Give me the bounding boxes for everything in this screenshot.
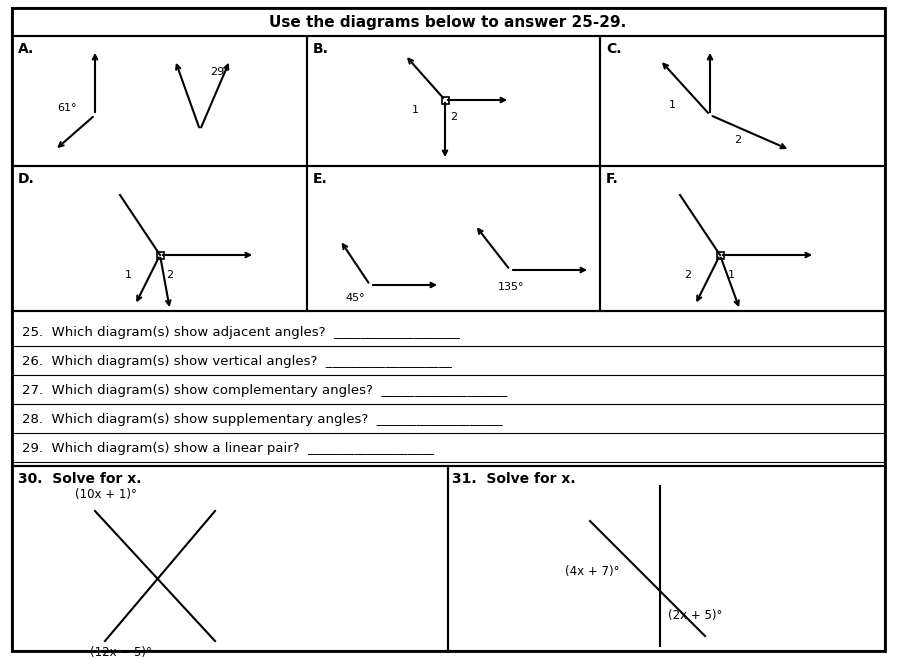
Text: 135°: 135° [498, 282, 525, 292]
Text: 29.  Which diagram(s) show a linear pair?  ___________________: 29. Which diagram(s) show a linear pair?… [22, 442, 434, 455]
Bar [12, 311, 885, 466]
Bar [12, 166, 307, 311]
Text: 30.  Solve for x.: 30. Solve for x. [18, 472, 142, 486]
Bar [600, 36, 885, 166]
Bar [12, 36, 307, 166]
Bar [441, 96, 448, 103]
Bar [448, 466, 885, 651]
Bar [717, 252, 724, 258]
Bar [600, 166, 885, 311]
Text: A.: A. [18, 42, 34, 56]
Text: Use the diagrams below to answer 25-29.: Use the diagrams below to answer 25-29. [269, 14, 627, 30]
Text: E.: E. [313, 172, 327, 186]
Bar [307, 36, 600, 166]
Text: 2: 2 [684, 270, 692, 280]
Text: 45°: 45° [345, 293, 365, 303]
Text: C.: C. [606, 42, 622, 56]
Bar [12, 466, 448, 651]
Text: 25.  Which diagram(s) show adjacent angles?  ___________________: 25. Which diagram(s) show adjacent angle… [22, 326, 460, 339]
Text: 31.  Solve for x.: 31. Solve for x. [452, 472, 576, 486]
Text: 1: 1 [412, 105, 419, 115]
Text: 28.  Which diagram(s) show supplementary angles?  ___________________: 28. Which diagram(s) show supplementary … [22, 413, 502, 426]
Text: 61°: 61° [57, 103, 76, 113]
Text: 2: 2 [735, 135, 742, 145]
Text: F.: F. [606, 172, 619, 186]
Text: (4x + 7)°: (4x + 7)° [565, 565, 620, 577]
Text: 1: 1 [125, 270, 132, 280]
Bar [156, 252, 163, 258]
Text: 26.  Which diagram(s) show vertical angles?  ___________________: 26. Which diagram(s) show vertical angle… [22, 355, 452, 368]
Text: 29°: 29° [210, 67, 230, 77]
Text: 1: 1 [668, 100, 675, 110]
Text: 1: 1 [728, 270, 735, 280]
Bar [12, 8, 885, 36]
Text: (10x + 1)°: (10x + 1)° [75, 488, 137, 501]
Text: 2: 2 [450, 112, 457, 122]
Text: (2x + 5)°: (2x + 5)° [668, 610, 722, 623]
Text: D.: D. [18, 172, 35, 186]
Text: B.: B. [313, 42, 329, 56]
Text: 27.  Which diagram(s) show complementary angles?  ___________________: 27. Which diagram(s) show complementary … [22, 384, 507, 397]
Text: 2: 2 [166, 270, 173, 280]
Bar [307, 166, 600, 311]
Text: (12x − 5)°: (12x − 5)° [90, 646, 152, 659]
